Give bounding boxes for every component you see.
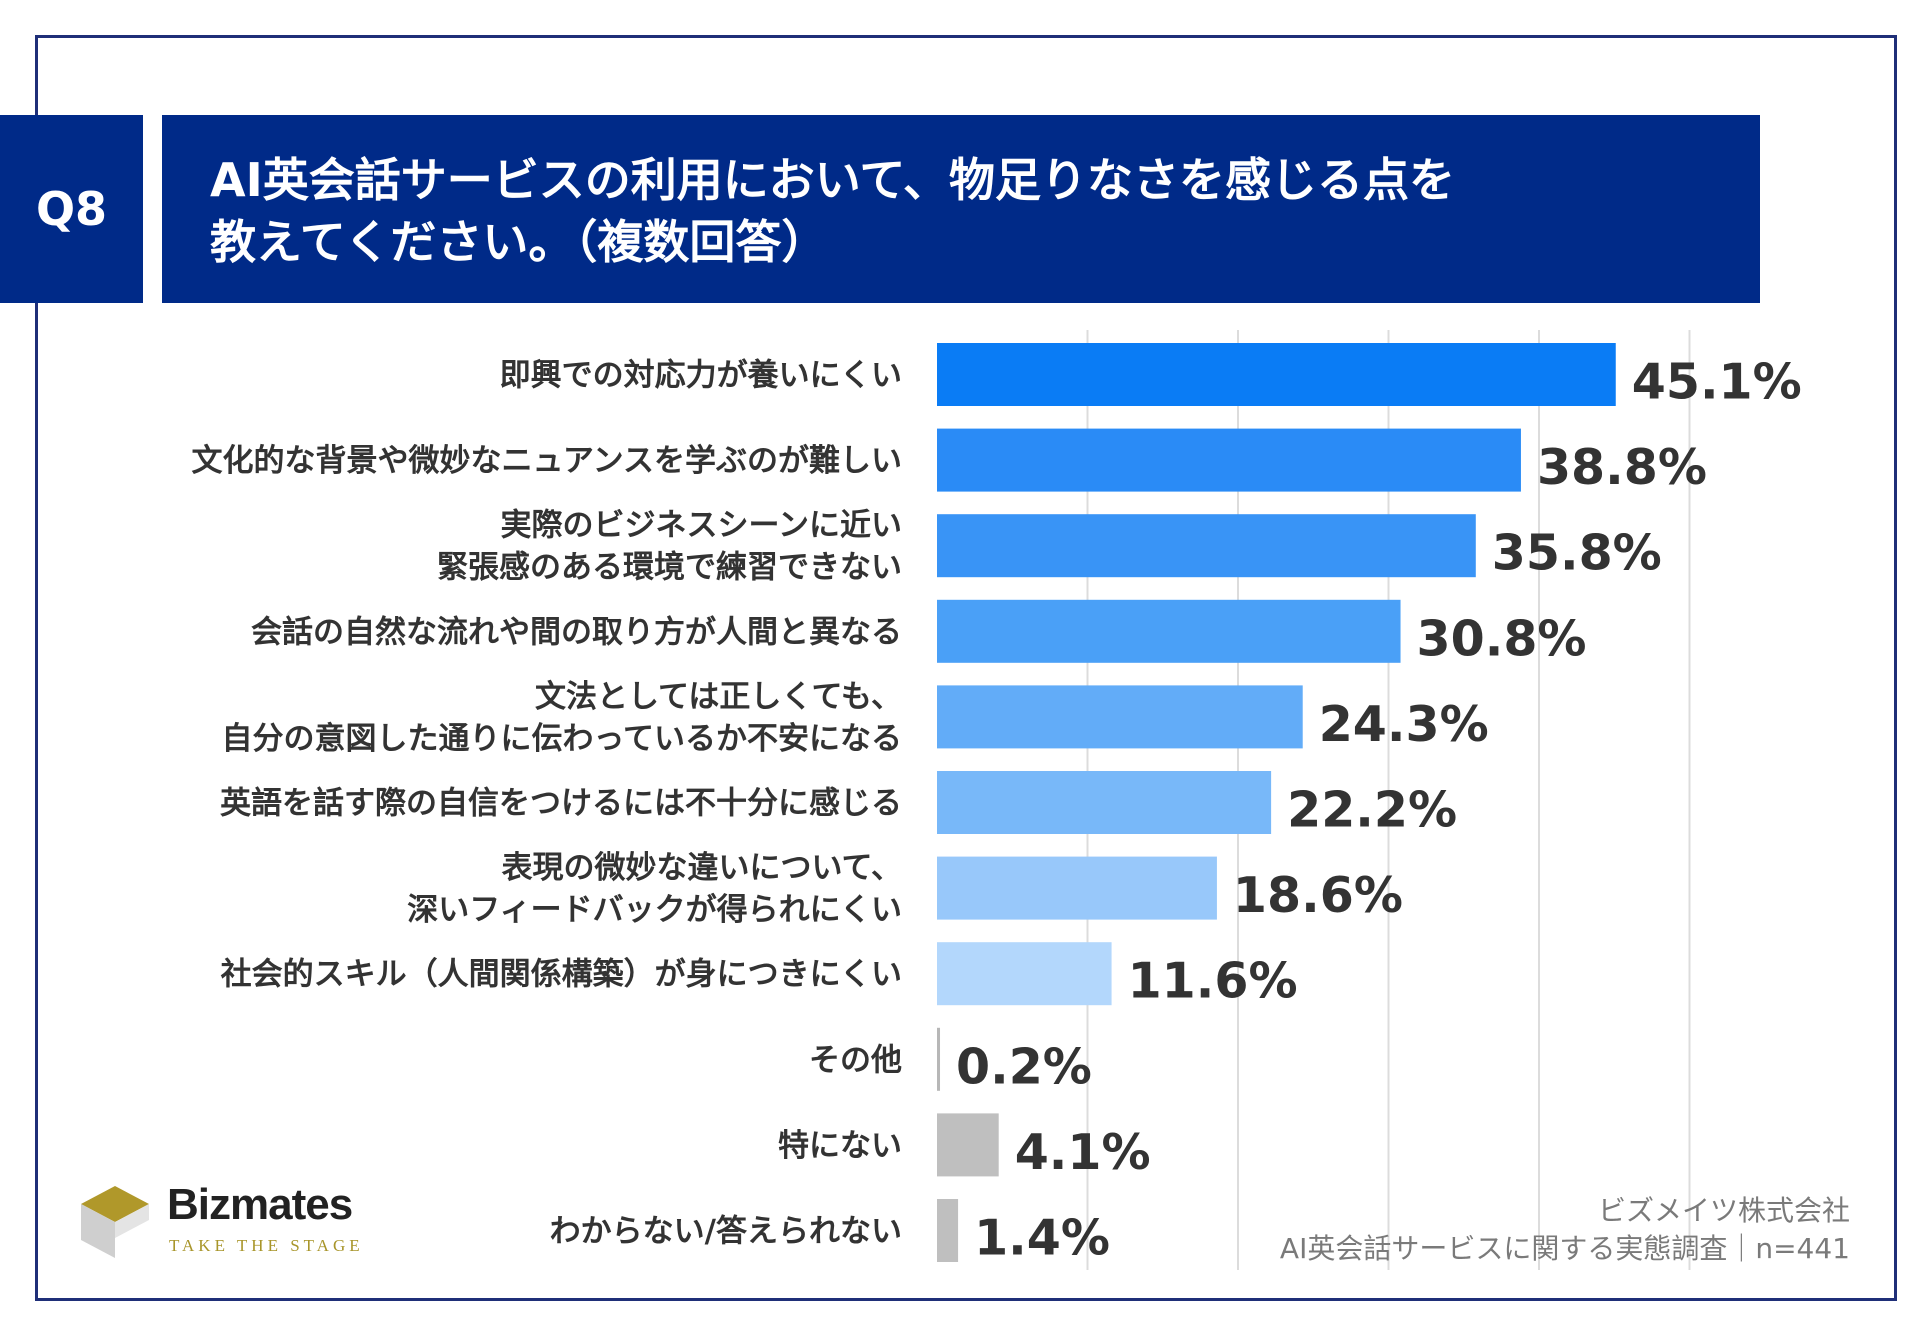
bar-10 [937, 1199, 959, 1262]
category-label-2-line1: 実際のビジネスシーンに近い [501, 508, 902, 544]
bar-8 [937, 1027, 941, 1091]
question-badge: Q8 [0, 115, 143, 303]
value-label-4: 24.3% [1319, 696, 1489, 753]
logo-name: Bizmates [167, 1180, 353, 1229]
bar-6 [937, 856, 1217, 920]
chart-title-line1: AI英会話サービスの利用において、物足りなさを感じる点を [210, 153, 1456, 207]
value-label-6: 18.6% [1233, 867, 1403, 924]
category-label-9: 特にない [778, 1128, 902, 1164]
value-label-5: 22.2% [1287, 782, 1457, 839]
bar-2 [937, 514, 1476, 578]
chart-frame [35, 35, 1897, 1301]
value-label-8: 0.2% [956, 1038, 1092, 1095]
category-label-10: わからない/答えられない [550, 1214, 902, 1250]
bar-5 [937, 771, 1272, 834]
category-label-1: 文化的な背景や微妙なニュアンスを学ぶのが難しい [191, 443, 902, 479]
value-label-10: 1.4% [974, 1210, 1110, 1267]
bizmates-logo: Bizmates TAKE THE STAGE [75, 1180, 395, 1260]
value-label-1: 38.8% [1537, 439, 1707, 496]
chart-title-line2: 教えてください。（複数回答） [210, 215, 828, 269]
logo-tagline: TAKE THE STAGE [169, 1236, 364, 1255]
value-label-0: 45.1% [1632, 354, 1802, 411]
bar-4 [937, 685, 1303, 749]
category-label-7: 社会的スキル（人間関係構築）が身につきにくい [221, 957, 902, 993]
category-label-0: 即興での対応力が養いにくい [500, 358, 902, 394]
bar-0 [937, 343, 1616, 406]
value-label-2: 35.8% [1492, 525, 1662, 582]
category-label-2-line2: 緊張感のある環境で練習できない [437, 550, 902, 586]
category-label-6-line2: 深いフィードバックが得られにくい [407, 892, 902, 928]
source-note: ビズメイツ株式会社 AI英会話サービスに関する実態調査｜n=441 [1280, 1192, 1850, 1268]
category-label-8: その他 [809, 1042, 902, 1078]
bar-3 [937, 599, 1401, 663]
category-label-4-line2: 自分の意図した通りに伝わっているか不安になる [222, 721, 902, 757]
value-label-7: 11.6% [1128, 953, 1298, 1010]
bar-7 [937, 942, 1112, 1006]
bar-1 [937, 428, 1521, 492]
value-label-3: 30.8% [1417, 610, 1587, 667]
source-company: ビズメイツ株式会社 [1597, 1194, 1850, 1227]
category-label-5: 英語を話す際の自信をつけるには不十分に感じる [220, 786, 902, 822]
category-label-6-line1: 表現の微妙な違いについて、 [501, 850, 902, 886]
category-label-3: 会話の自然な流れや間の取り方が人間と異なる [251, 614, 902, 650]
bar-9 [937, 1113, 999, 1177]
category-label-4-line1: 文法としては正しくても、 [535, 679, 902, 715]
logo-cube-icon [81, 1186, 149, 1258]
title-banner: AI英会話サービスの利用において、物足りなさを感じる点を 教えてください。（複数… [162, 115, 1760, 303]
value-label-9: 4.1% [1015, 1124, 1151, 1181]
source-survey: AI英会話サービスに関する実態調査｜n=441 [1279, 1232, 1850, 1265]
